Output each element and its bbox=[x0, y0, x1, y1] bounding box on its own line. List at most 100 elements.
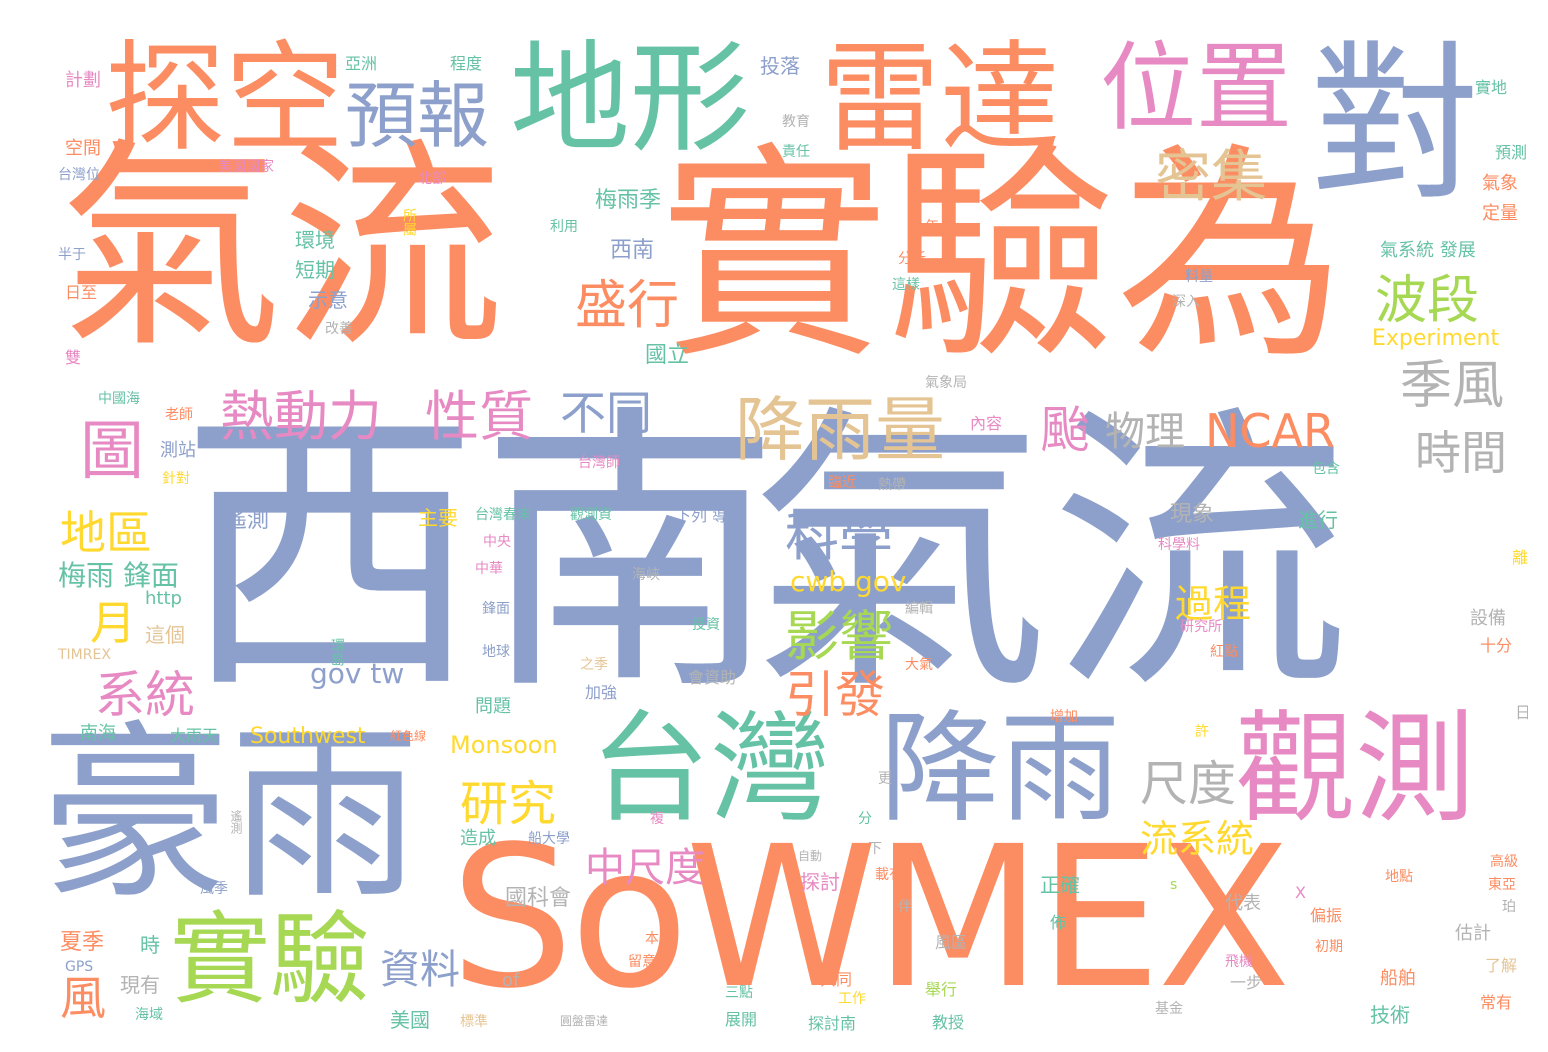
word-fengmian: 鋒面 bbox=[482, 601, 510, 617]
word-ziliao: 資料 bbox=[380, 947, 460, 993]
word-huandao-vertical: 環島 bbox=[329, 638, 345, 666]
word-shifen: 十分 bbox=[1480, 636, 1513, 655]
word-taiwanwei: 台灣位 bbox=[58, 167, 100, 183]
word-yue: 月 bbox=[90, 596, 136, 650]
word-weizhi: 位置 bbox=[1100, 32, 1292, 144]
word-feng: 風 bbox=[60, 971, 106, 1025]
word-chuandaxue: 船大學 bbox=[528, 831, 570, 847]
word-meiyu-fengmian: 梅雨 鋒面 bbox=[58, 559, 179, 592]
word-didian: 地點 bbox=[1385, 869, 1413, 885]
word-taiwan: 台灣 bbox=[590, 700, 830, 839]
word-bu: 佈 bbox=[1050, 913, 1067, 932]
word-jiangyuliang: 降雨量 bbox=[735, 389, 945, 471]
word-taiwanshi: 台灣師 bbox=[578, 455, 620, 471]
word-feiji: 飛機 bbox=[1225, 954, 1253, 970]
word-gov-tw: gov tw bbox=[310, 657, 405, 690]
word-xinan: 西南 bbox=[180, 381, 780, 730]
word-jiaoshou: 教授 bbox=[932, 1013, 965, 1032]
word-toulao: 投落 bbox=[760, 54, 800, 78]
word-yanjiu: 研究 bbox=[460, 776, 557, 832]
word-butong: 不同 bbox=[560, 386, 652, 440]
word-huanjing: 環境 bbox=[295, 228, 335, 252]
word-shebei: 設備 bbox=[1470, 608, 1506, 629]
word-dingliang: 定量 bbox=[1482, 203, 1518, 224]
word-xianxiang: 現象 bbox=[1170, 502, 1215, 527]
word-meiguoguojia: 美國國家 bbox=[218, 159, 274, 175]
word-kexue: 科學 bbox=[785, 505, 893, 568]
word-zeren: 責任 bbox=[782, 144, 810, 160]
word-chuanbo: 船舶 bbox=[1380, 968, 1416, 989]
word-southwest: Southwest bbox=[250, 724, 366, 749]
word-qixiangju: 氣象局 bbox=[925, 375, 967, 391]
word-zhankai: 展開 bbox=[725, 1010, 758, 1029]
word-pianzhen: 偏振 bbox=[1310, 906, 1343, 925]
word-rizhi: 日至 bbox=[65, 283, 98, 302]
word-guance: 觀測 bbox=[1235, 700, 1475, 839]
word-shiyan: 實驗 bbox=[170, 901, 370, 1018]
word-dongya: 東亞 bbox=[1488, 877, 1516, 893]
word-yubao: 預報 bbox=[345, 74, 490, 158]
word-qixiang: 氣象 bbox=[1482, 173, 1518, 194]
word-dui: 對 bbox=[1310, 26, 1481, 224]
word-yibu: 一步 bbox=[1230, 973, 1263, 992]
word-hongsexian: 紅色線 bbox=[390, 729, 427, 743]
word-qiliu-big: 氣流 bbox=[750, 381, 1350, 730]
word-jiaqiang: 加強 bbox=[585, 683, 618, 702]
word-suoshu-vertical: 所屬 bbox=[401, 208, 417, 236]
word-s: s bbox=[1170, 877, 1178, 893]
word-gaijin: 改善 bbox=[325, 321, 353, 337]
word-xialie: 下列 導致 bbox=[675, 506, 745, 525]
word-liuyi: 留意 bbox=[628, 954, 656, 970]
word-yinfa: 引發 bbox=[785, 666, 885, 724]
word-yuanpan-leida: 圓盤雷達 bbox=[560, 1014, 609, 1028]
word-xinan-small: 西南 bbox=[610, 238, 655, 263]
word-tu: 圖 bbox=[80, 415, 144, 489]
word-redongli: 熱動力 bbox=[220, 385, 382, 448]
word-chuqi: 初期 bbox=[1315, 939, 1343, 955]
word-li: 離 bbox=[1512, 548, 1528, 567]
word-baohan: 包含 bbox=[1312, 461, 1340, 477]
word-huizizhu: 會資助 bbox=[688, 668, 737, 687]
word-miji: 密集 bbox=[1155, 145, 1267, 210]
word-daqi: 大氣 bbox=[905, 657, 933, 673]
word-fengji: 風季 bbox=[200, 881, 228, 897]
word-haiyu: 海域 bbox=[135, 1007, 163, 1023]
word-shenru: 深入 bbox=[1172, 294, 1200, 310]
word-haixia: 海峽 bbox=[632, 567, 660, 583]
word-shiyan-wei: 實驗為 bbox=[660, 123, 1344, 389]
word-yuce: 預測 bbox=[1495, 143, 1528, 162]
word-meiguo: 美國 bbox=[390, 1008, 430, 1032]
word-kexueliao: 科學料 bbox=[1158, 537, 1200, 553]
word-fen: 分 bbox=[858, 811, 872, 827]
word-hongdian: 紅點 bbox=[1210, 644, 1238, 660]
word-experiment: Experiment bbox=[1372, 326, 1500, 351]
word-qiliu-top: 氣流 bbox=[60, 120, 504, 378]
word-dayutian: 大雨天 bbox=[170, 726, 219, 745]
word-fenxi: 分析 bbox=[898, 251, 926, 267]
word-http: http bbox=[145, 588, 182, 609]
word-jifeng: 季風 bbox=[1400, 356, 1505, 416]
word-xinzeng: 新增 bbox=[665, 441, 693, 457]
word-jiaoyu: 教育 bbox=[782, 114, 810, 130]
word-tai: 颱 bbox=[1040, 401, 1090, 459]
word-zhengque: 正確 bbox=[1040, 873, 1080, 897]
word-zheyang: 這樣 bbox=[892, 277, 920, 293]
word-zhuyao: 主要 bbox=[418, 506, 458, 530]
word-dixing: 地形 bbox=[510, 30, 750, 169]
word-yingxiang: 影響 bbox=[785, 605, 893, 668]
word-reyu: 熱帶 bbox=[878, 477, 906, 493]
word-chidu: 尺度 bbox=[1140, 756, 1237, 812]
word-zhongchidu: 中尺度 bbox=[585, 845, 705, 891]
word-xu: 許 bbox=[1195, 724, 1209, 740]
word-guancezi: 觀測資 bbox=[570, 507, 612, 523]
word-zhendui: 針對 bbox=[162, 471, 190, 487]
word-gongzuo: 工作 bbox=[838, 991, 866, 1007]
word-boduan: 波段 bbox=[1375, 271, 1480, 331]
word-daibiao: 代表 bbox=[1225, 893, 1261, 914]
word-tantaonan: 探討南 bbox=[808, 1014, 857, 1032]
word-shijian: 時間 bbox=[1415, 426, 1507, 480]
word-diqiu: 地球 bbox=[482, 644, 510, 660]
word-wenti: 問題 bbox=[475, 696, 511, 717]
word-zidong: 自動 bbox=[798, 849, 823, 863]
word-ncar: NCAR bbox=[1205, 404, 1335, 458]
